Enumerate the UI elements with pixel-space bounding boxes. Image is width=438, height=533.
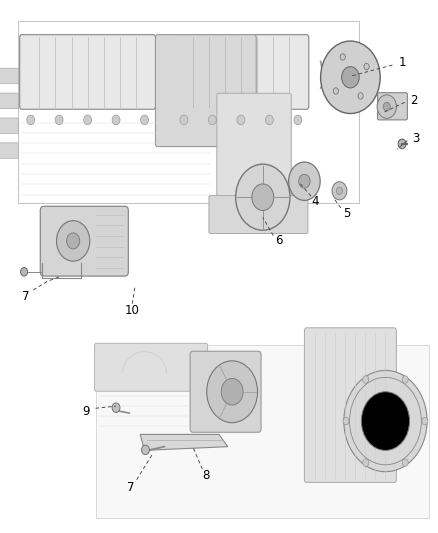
Text: 3: 3 [413, 132, 420, 145]
FancyBboxPatch shape [304, 328, 396, 482]
Text: 9: 9 [82, 405, 90, 418]
FancyBboxPatch shape [173, 35, 309, 109]
Circle shape [402, 376, 408, 383]
Circle shape [361, 392, 410, 450]
Circle shape [265, 115, 273, 125]
Circle shape [208, 115, 216, 125]
Circle shape [180, 115, 188, 125]
Circle shape [55, 115, 63, 125]
FancyBboxPatch shape [95, 343, 208, 391]
Text: 2: 2 [410, 94, 418, 107]
Circle shape [57, 221, 90, 261]
Circle shape [67, 233, 80, 249]
Text: 1: 1 [398, 56, 406, 69]
Circle shape [294, 115, 302, 125]
Circle shape [383, 102, 390, 111]
Text: 4: 4 [311, 195, 319, 208]
Circle shape [21, 268, 28, 276]
FancyBboxPatch shape [0, 143, 18, 158]
Circle shape [344, 370, 427, 472]
FancyBboxPatch shape [96, 345, 429, 518]
Circle shape [343, 417, 349, 425]
Text: 6: 6 [275, 235, 283, 247]
Text: 7: 7 [127, 481, 134, 494]
Circle shape [299, 174, 310, 188]
Circle shape [342, 67, 359, 88]
Circle shape [27, 115, 35, 125]
Circle shape [336, 187, 343, 195]
Text: 7: 7 [21, 290, 29, 303]
FancyBboxPatch shape [190, 351, 261, 432]
Circle shape [332, 182, 347, 200]
FancyBboxPatch shape [0, 118, 18, 133]
Circle shape [84, 115, 92, 125]
FancyBboxPatch shape [0, 68, 18, 84]
Circle shape [237, 115, 245, 125]
Circle shape [333, 88, 339, 94]
FancyBboxPatch shape [217, 93, 291, 205]
Circle shape [377, 95, 396, 118]
Circle shape [363, 376, 369, 383]
Circle shape [363, 459, 369, 466]
Circle shape [422, 417, 428, 425]
Text: 10: 10 [125, 304, 140, 317]
Text: 5: 5 [343, 207, 350, 220]
Circle shape [358, 93, 363, 99]
FancyBboxPatch shape [155, 35, 256, 147]
Text: 8: 8 [202, 469, 209, 482]
FancyBboxPatch shape [40, 206, 128, 276]
Circle shape [112, 403, 120, 413]
Circle shape [236, 164, 290, 230]
Circle shape [221, 378, 243, 405]
Circle shape [141, 115, 148, 125]
Polygon shape [140, 434, 228, 450]
FancyBboxPatch shape [209, 196, 308, 233]
Circle shape [402, 459, 408, 466]
FancyBboxPatch shape [20, 35, 155, 109]
Circle shape [141, 445, 149, 455]
Circle shape [398, 139, 406, 149]
Circle shape [112, 115, 120, 125]
Circle shape [340, 54, 346, 60]
Circle shape [252, 184, 274, 211]
Circle shape [364, 63, 369, 70]
Circle shape [207, 361, 258, 423]
Circle shape [321, 41, 380, 114]
FancyBboxPatch shape [378, 93, 407, 120]
FancyBboxPatch shape [0, 93, 18, 109]
Circle shape [289, 162, 320, 200]
